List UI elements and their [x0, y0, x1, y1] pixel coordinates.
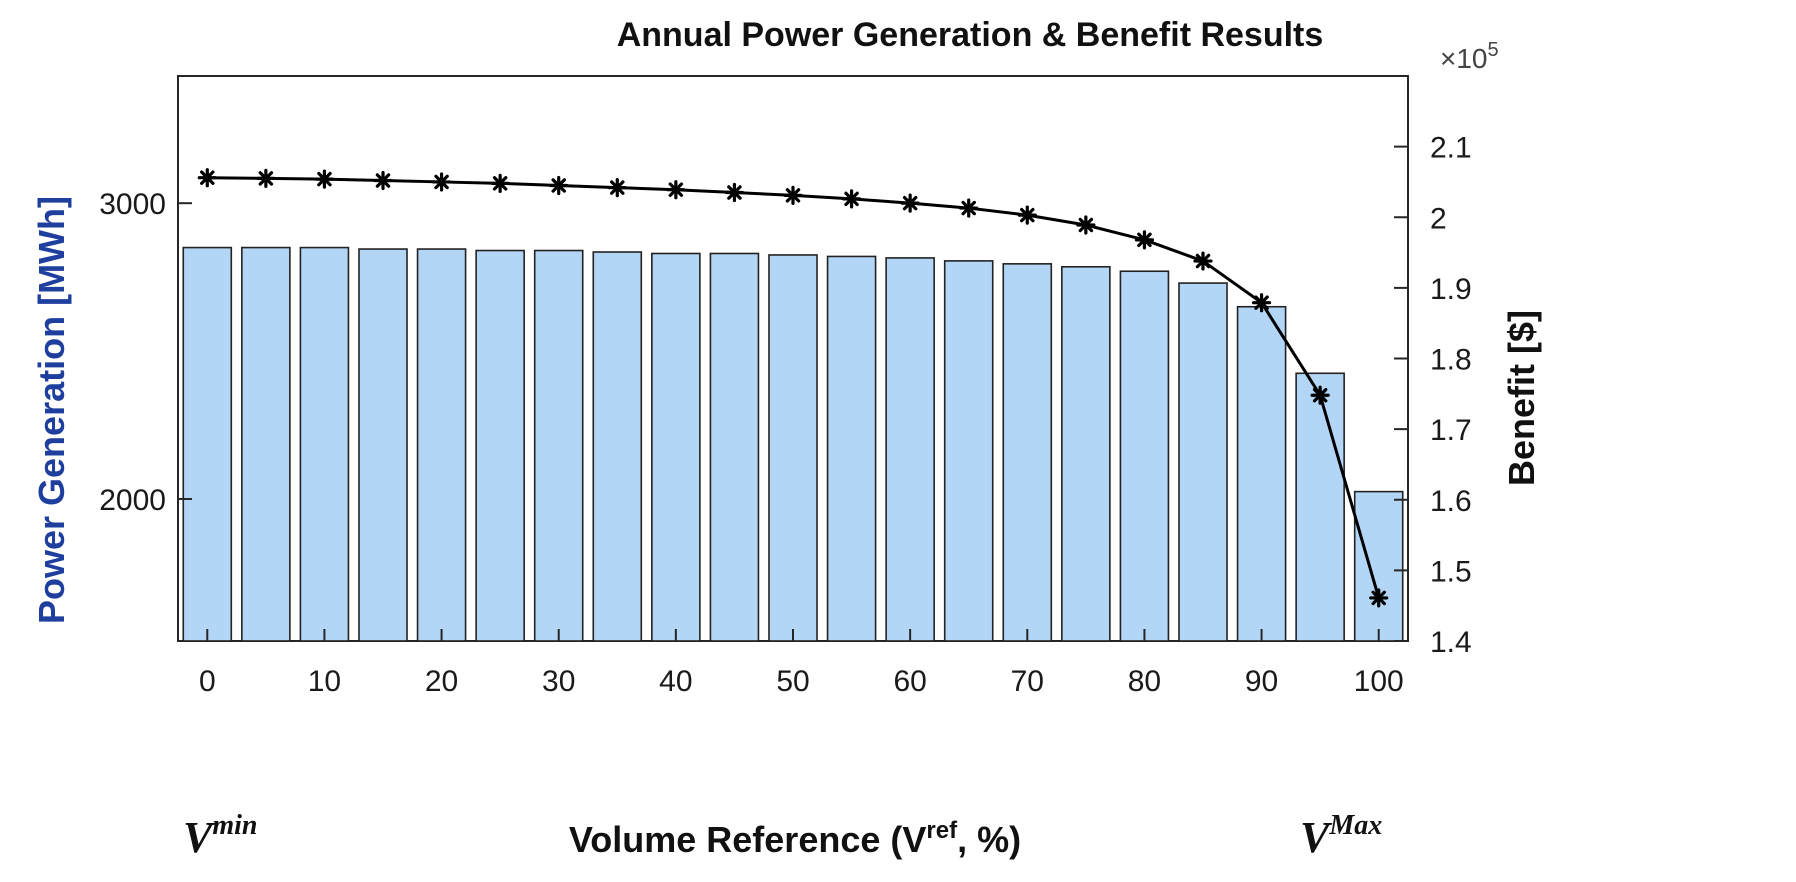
x-tick-label: 90 [1245, 665, 1278, 698]
power-generation-bar [651, 252, 701, 642]
benefit-marker [1369, 588, 1389, 608]
power-generation-bar [182, 246, 233, 642]
vmax-v: V [1300, 813, 1333, 862]
power-generation-bar [299, 246, 350, 642]
power-generation-bar [826, 255, 877, 642]
power-generation-bar [885, 257, 935, 642]
vmin-sup: min [212, 810, 257, 841]
x-axis-label-sup: ref [926, 817, 958, 844]
x-axis-label-main: Volume Reference (V [569, 819, 926, 860]
x-tick-label: 50 [776, 665, 809, 698]
benefit-marker [431, 172, 452, 192]
y-right-tick-label: 1.7 [1430, 414, 1472, 447]
vmax-sup: Max [1328, 810, 1382, 841]
x-tick-label: 80 [1128, 665, 1161, 698]
vmin-label: Vmin [183, 810, 258, 862]
y-left-tick-label: 2000 [99, 484, 166, 517]
y-left-tick-label: 3000 [99, 188, 166, 221]
benefit-marker [724, 182, 745, 203]
power-generation-bar [592, 251, 643, 642]
x-tick-label: 40 [659, 665, 692, 698]
y-right-tick-label: 2.1 [1430, 132, 1472, 165]
benefit-marker [256, 168, 276, 189]
power-generation-bar [416, 248, 467, 642]
vmin-v: V [183, 813, 216, 862]
power-generation-bar [943, 260, 994, 642]
x-tick-label: 0 [199, 665, 216, 698]
benefit-marker [197, 168, 217, 188]
benefit-marker [373, 170, 393, 191]
power-generation-bar [1002, 263, 1053, 642]
benefit-marker [900, 193, 920, 213]
multiplier-exponent: 5 [1488, 39, 1499, 61]
power-generation-bar [475, 249, 525, 642]
x-tick-label: 30 [542, 665, 575, 698]
power-generation-bar [709, 252, 760, 642]
x-tick-label: 60 [893, 665, 926, 698]
benefit-marker [666, 180, 686, 200]
benefit-marker [1310, 385, 1330, 405]
x-tick-label: 10 [308, 665, 341, 698]
benefit-marker [1076, 215, 1096, 235]
y-right-tick-label: 1.8 [1430, 344, 1472, 377]
chart-title: Annual Power Generation & Benefit Result… [617, 16, 1324, 54]
x-tick-label: 100 [1354, 665, 1404, 698]
benefit-marker [1017, 205, 1037, 225]
multiplier-base: ×10 [1440, 43, 1488, 74]
x-axis-label-suffix: , %) [957, 819, 1021, 860]
y-right-tick-label: 1.6 [1430, 485, 1472, 518]
bars-group [182, 246, 1404, 642]
power-generation-bar [241, 246, 291, 642]
power-generation-bar [1295, 372, 1345, 642]
axis-ticks-group: 0 10 20 30 40 50 60 70 80 90 100 2000 3000 1.4 1.5 1.6 1… [99, 132, 1471, 698]
power-generation-bar [1061, 265, 1111, 642]
power-generation-bar [358, 248, 408, 642]
power-generation-bar [1119, 270, 1170, 642]
benefit-marker [1193, 251, 1213, 271]
power-generation-bar [1178, 282, 1228, 642]
benefit-marker [549, 175, 569, 196]
benefit-marker [490, 173, 510, 193]
right-axis-multiplier: ×105 [1440, 39, 1499, 74]
benefit-marker [1134, 230, 1155, 250]
benefit-marker [959, 198, 979, 218]
power-generation-bar [768, 254, 818, 642]
power-generation-bar [533, 249, 584, 642]
y-axis-right-label: Benefit [$] [1501, 310, 1542, 486]
x-tick-label: 20 [425, 665, 458, 698]
benefit-marker [783, 185, 803, 205]
benefit-marker [841, 189, 862, 209]
power-generation-bar [1353, 490, 1404, 642]
y-axis-left-label: Power Generation [MWh] [31, 196, 72, 624]
benefit-marker [607, 177, 627, 198]
y-right-tick-label: 1.9 [1430, 273, 1472, 306]
power-generation-bar [1236, 305, 1287, 642]
benefit-line-group [197, 168, 1389, 608]
y-right-tick-label: 1.4 [1430, 626, 1472, 659]
y-right-tick-label: 2 [1430, 202, 1447, 235]
benefit-marker [1251, 293, 1272, 313]
benefit-marker [314, 169, 335, 189]
x-axis-label: Volume Reference (Vref, %) [569, 817, 1021, 860]
vmax-label: VMax [1300, 810, 1382, 862]
y-right-tick-label: 1.5 [1430, 555, 1472, 588]
x-tick-label: 70 [1011, 665, 1044, 698]
